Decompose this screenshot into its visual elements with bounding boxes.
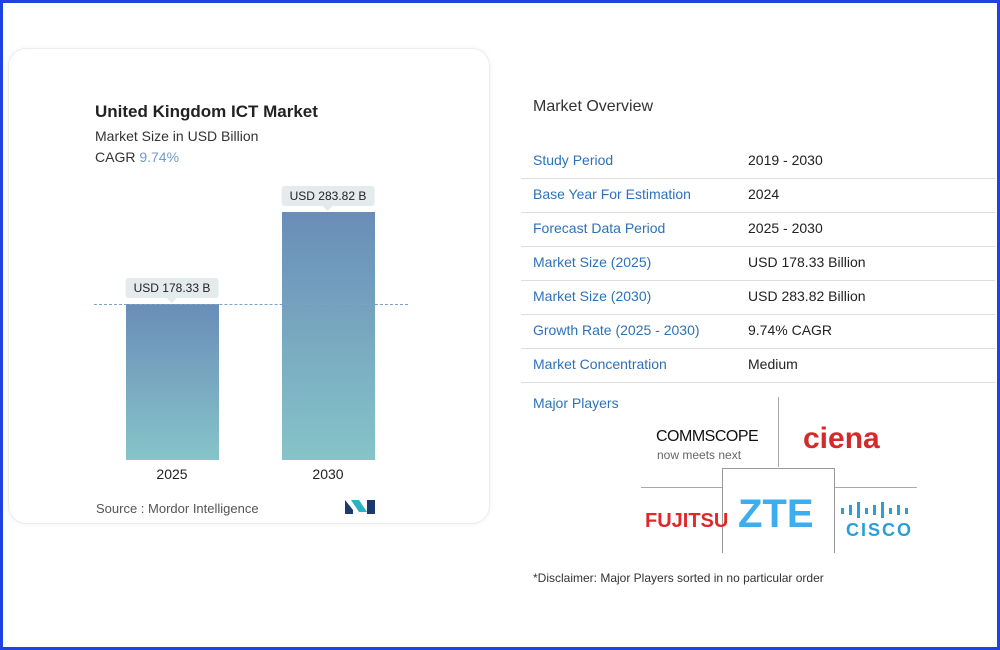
overview-row: Base Year For Estimation 2024	[521, 178, 995, 213]
x-tick-label: 2025	[156, 466, 188, 482]
overview-row: Market Concentration Medium	[521, 348, 995, 383]
cagr-label: CAGR	[95, 149, 136, 165]
cisco-bars-icon	[841, 502, 908, 518]
overview-row: Forecast Data Period 2025 - 2030	[521, 212, 995, 247]
x-tick-label: 2030	[312, 466, 344, 482]
ciena-logo: ciena	[803, 422, 880, 455]
row-label: Market Concentration	[533, 356, 667, 372]
zte-logo: ZTE	[738, 492, 814, 536]
cagr: CAGR 9.74%	[95, 149, 179, 165]
data-label: USD 178.33 B	[125, 278, 219, 304]
disclaimer: *Disclaimer: Major Players sorted in no …	[533, 571, 824, 585]
overview-row: Study Period 2019 - 2030	[521, 144, 995, 179]
data-label: USD 283.82 B	[281, 186, 375, 211]
overview-row: Market Size (2030) USD 283.82 Billion	[521, 280, 995, 315]
bar-2025	[126, 304, 219, 460]
overview-row: Market Size (2025) USD 178.33 Billion	[521, 246, 995, 281]
row-value: 9.74% CAGR	[748, 322, 833, 338]
row-label: Study Period	[533, 152, 614, 168]
commscope-logo: COMMSCOPE	[656, 428, 759, 445]
bar-2030	[282, 212, 375, 460]
divider	[778, 397, 779, 467]
fujitsu-logo: FUJITSU	[645, 510, 729, 532]
source-note: Source : Mordor Intelligence	[96, 501, 259, 516]
row-value: 2019 - 2030	[748, 152, 823, 168]
row-value: USD 283.82 Billion	[748, 288, 866, 304]
major-players-label: Major Players	[533, 395, 619, 411]
row-value: Medium	[748, 356, 798, 372]
chart-title: United Kingdom ICT Market	[95, 102, 318, 121]
row-label: Market Size (2030)	[533, 288, 652, 304]
reference-dashed-line	[94, 304, 408, 305]
row-label: Growth Rate (2025 - 2030)	[533, 322, 700, 338]
row-label: Base Year For Estimation	[533, 186, 691, 202]
mordor-logo-icon	[345, 500, 375, 514]
row-value: 2024	[748, 186, 780, 202]
row-value: USD 178.33 Billion	[748, 254, 866, 270]
commscope-tagline: now meets next	[657, 448, 742, 462]
cagr-value: 9.74%	[139, 149, 180, 165]
row-value: 2025 - 2030	[748, 220, 823, 236]
chart-subtitle: Market Size in USD Billion	[95, 128, 259, 144]
row-label: Market Size (2025)	[533, 254, 652, 270]
chart-card	[8, 48, 490, 524]
cisco-logo: CISCO	[846, 520, 914, 540]
overview-row: Growth Rate (2025 - 2030) 9.74% CAGR	[521, 314, 995, 349]
row-label: Forecast Data Period	[533, 220, 666, 236]
overview-title: Market Overview	[533, 98, 654, 115]
zte-box	[722, 468, 835, 553]
